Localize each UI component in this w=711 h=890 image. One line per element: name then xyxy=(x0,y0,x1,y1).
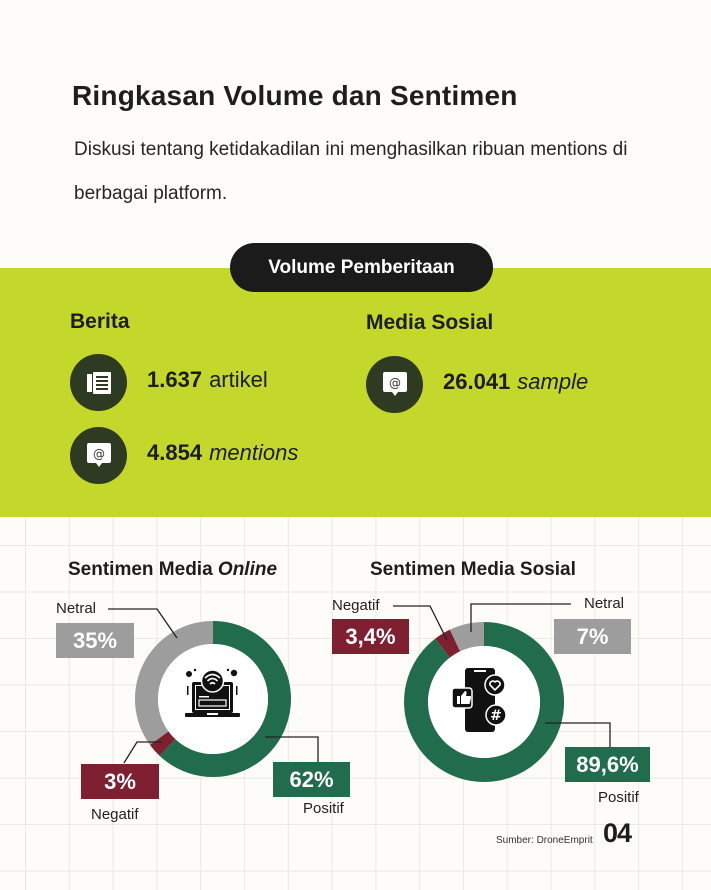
at-chat-icon: @ xyxy=(70,427,127,484)
sosial-positif-label: Positif xyxy=(598,789,639,806)
online-negatif-label: Negatif xyxy=(91,806,139,823)
sentiment-section xyxy=(0,517,711,890)
svg-text:@: @ xyxy=(389,376,401,390)
berita-mentions-value: 4.854 xyxy=(147,440,203,465)
online-positif-value: 62% xyxy=(273,762,350,797)
berita-mentions-stat: 4.854 mentions xyxy=(147,440,298,466)
newspaper-icon xyxy=(70,354,127,411)
sosial-netral-label: Netral xyxy=(584,595,625,612)
volume-pill-label: Volume Pemberitaan xyxy=(230,243,493,292)
berita-mentions-unit: mentions xyxy=(209,440,299,465)
source-credit: Sumber: DroneEmprit xyxy=(496,835,593,846)
online-positif-label: Positif xyxy=(303,800,344,817)
media-sosial-sample-unit: sample xyxy=(517,369,589,394)
online-chart-title: Sentimen Media Online xyxy=(68,559,278,580)
page-title: Ringkasan Volume dan Sentimen xyxy=(72,80,518,111)
at-chat-icon: @ xyxy=(366,356,423,413)
sosial-chart-title: Sentimen Media Sosial xyxy=(370,559,576,580)
page-description: Diskusi tentang ketidakadilan ini mengha… xyxy=(74,139,628,204)
sosial-positif-value: 89,6% xyxy=(565,747,650,782)
berita-heading: Berita xyxy=(70,310,130,333)
sosial-negatif-value: 3,4% xyxy=(332,619,409,654)
berita-artikel-unit: artikel xyxy=(209,367,268,392)
berita-artikel-value: 1.637 xyxy=(147,367,203,392)
sosial-netral-value: 7% xyxy=(554,619,631,654)
online-netral-value: 35% xyxy=(56,623,134,658)
berita-artikel-stat: 1.637 artikel xyxy=(147,367,268,393)
svg-text:@: @ xyxy=(93,447,105,461)
media-sosial-sample-stat: 26.041 sample xyxy=(443,369,588,395)
media-sosial-sample-value: 26.041 xyxy=(443,369,511,394)
online-netral-label: Netral xyxy=(56,600,97,617)
media-sosial-heading: Media Sosial xyxy=(366,311,494,334)
page-number: 04 xyxy=(603,818,632,848)
online-negatif-value: 3% xyxy=(81,764,159,799)
sosial-negatif-label: Negatif xyxy=(332,597,380,614)
